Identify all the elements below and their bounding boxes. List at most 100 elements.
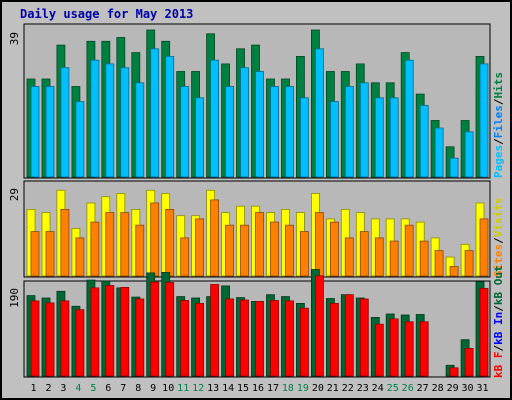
legend-pages: Pages	[492, 145, 505, 178]
day-label: 25	[387, 383, 399, 394]
files-bar	[120, 67, 130, 178]
day-label: 15	[237, 383, 249, 394]
sites-bar	[314, 212, 324, 277]
x-axis-day-labels: 1 2 3 4 5 6 7 8 9 10 11 12 13 14 15 16 17 18 19 20 21 22 23 24 2…	[30, 383, 488, 394]
ymax-label-hits: 39	[8, 32, 21, 45]
kb-f-bar	[419, 321, 429, 377]
kb-f-bar	[285, 300, 294, 377]
sites-bar	[479, 218, 489, 277]
sites-bar	[449, 266, 459, 277]
day-label: 31	[476, 383, 488, 394]
day-label: 24	[372, 383, 384, 394]
kb-f-bar	[180, 300, 190, 377]
day-label: 6	[105, 383, 111, 394]
kb-f-bar	[90, 287, 100, 377]
day-label: 18	[282, 383, 294, 394]
day-label: 27	[417, 383, 429, 394]
kb-f-bar	[240, 299, 249, 377]
sites-bar	[90, 221, 100, 277]
sites-bar	[419, 240, 429, 277]
day-label: 20	[312, 383, 324, 394]
sites-bar	[120, 212, 130, 277]
legend-kbf: kB F	[492, 352, 505, 379]
sites-bar	[389, 240, 399, 277]
kb-f-bar	[195, 302, 205, 377]
kb-f-bar	[359, 298, 369, 377]
files-bar	[285, 86, 294, 178]
sites-bar	[404, 224, 414, 277]
day-label: 5	[90, 383, 96, 394]
files-bar	[240, 67, 249, 178]
day-label: 4	[75, 383, 81, 394]
kb-f-bar	[165, 282, 175, 377]
kb-f-bar	[75, 309, 85, 377]
legend-sep-5: /	[492, 305, 505, 312]
sites-bar	[270, 221, 279, 277]
files-bar	[105, 63, 115, 178]
sites-bar	[30, 231, 40, 277]
files-bar	[255, 71, 264, 178]
kb-f-bar	[464, 347, 474, 377]
files-bar	[165, 56, 175, 178]
sites-bar	[225, 224, 235, 277]
files-bar	[464, 131, 474, 178]
kb-f-bar	[270, 300, 279, 377]
files-bar	[195, 97, 205, 178]
files-bar	[404, 59, 414, 178]
day-label: 3	[60, 383, 66, 394]
kb-f-bar	[389, 318, 399, 377]
sites-bar	[359, 231, 369, 277]
day-label: 8	[135, 383, 141, 394]
kb-f-bar	[45, 302, 55, 377]
kb-f-bar	[105, 285, 115, 377]
sites-bar	[329, 221, 339, 277]
files-bar	[374, 97, 384, 178]
day-label: 9	[150, 383, 156, 394]
sites-bar	[434, 250, 444, 277]
legend-kbin: kB In	[492, 312, 505, 345]
sites-bar	[240, 224, 249, 277]
files-bar	[270, 86, 279, 178]
files-bar	[299, 97, 309, 178]
sites-bar	[150, 202, 160, 277]
files-bar	[150, 48, 160, 178]
kb-f-bar	[210, 284, 220, 377]
legend-sep-2: /	[492, 98, 505, 105]
bars-visits-sites	[26, 189, 489, 277]
kb-f-bar	[374, 323, 384, 377]
legend-hits: Hits	[492, 72, 505, 99]
files-bar	[75, 101, 85, 178]
sites-bar	[464, 250, 474, 277]
sites-bar	[344, 237, 354, 277]
chart-title: Daily usage for May 2013	[20, 7, 193, 21]
day-label: 29	[447, 383, 459, 394]
legend-kb: kB F/kB In/kB Out	[492, 265, 505, 378]
day-label: 19	[297, 383, 309, 394]
legend-sep-4: /	[492, 345, 505, 352]
kb-f-bar	[60, 300, 70, 377]
sites-bar	[45, 231, 55, 277]
sites-bar	[75, 237, 85, 277]
day-label: 23	[357, 383, 369, 394]
day-label: 11	[177, 383, 189, 394]
legend-pages-files-hits: Pages/Files/Hits	[492, 72, 505, 178]
kb-f-bar	[225, 298, 235, 377]
legend-visits: Visits	[492, 198, 505, 238]
files-bar	[225, 86, 235, 178]
files-bar	[45, 86, 55, 178]
sites-bar	[135, 224, 145, 277]
day-label: 21	[327, 383, 339, 394]
kb-f-bar	[314, 275, 324, 377]
sites-bar	[299, 231, 309, 277]
files-bar	[434, 127, 444, 178]
kb-f-bar	[479, 287, 489, 377]
files-bar	[30, 86, 40, 178]
legend-sites: Sites	[492, 244, 505, 277]
sites-bar	[210, 199, 220, 277]
sites-bar	[255, 212, 264, 277]
day-label: 7	[120, 383, 126, 394]
bars-pages-files-hits	[26, 29, 489, 178]
ymax-label-visits: 29	[8, 188, 21, 201]
sites-bar	[195, 218, 205, 277]
